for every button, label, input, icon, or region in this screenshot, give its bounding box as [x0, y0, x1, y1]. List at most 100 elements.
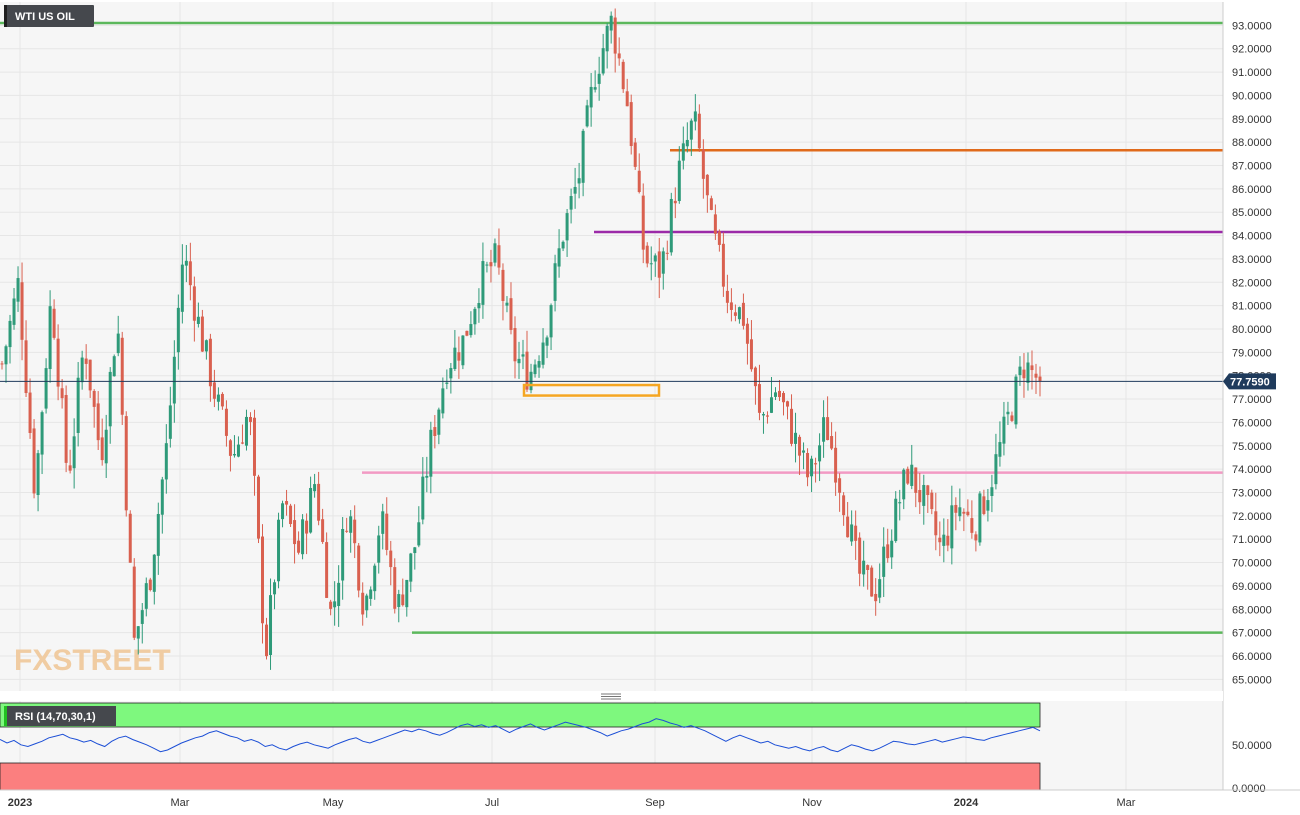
candle-body: [405, 579, 409, 608]
candle-body: [301, 519, 305, 555]
candle-body: [188, 261, 192, 286]
candle-body: [533, 364, 537, 375]
candle-body: [128, 513, 132, 563]
candle-body: [525, 351, 529, 390]
candle-body: [565, 213, 569, 241]
candle-body: [261, 536, 265, 624]
candle-body: [609, 15, 613, 31]
candle-body: [457, 352, 461, 361]
candle-body: [601, 48, 605, 74]
candle-body: [649, 263, 653, 265]
candle-body: [80, 357, 84, 383]
candle-body: [978, 493, 982, 543]
candle-body: [790, 408, 794, 444]
price-tick-label: 68.0000: [1232, 604, 1272, 616]
candle-body: [1038, 376, 1042, 382]
candle-body: [393, 567, 397, 609]
price-tick-label: 86.0000: [1232, 184, 1272, 196]
candle-body: [4, 346, 8, 365]
candle-body: [870, 567, 874, 597]
candle-body: [681, 143, 685, 161]
price-tick-label: 77.0000: [1232, 394, 1272, 406]
candle-body: [1002, 416, 1006, 444]
candle-body: [773, 392, 777, 397]
price-tick-label: 76.0000: [1232, 417, 1272, 429]
candle-body: [60, 388, 64, 399]
candle-body: [745, 323, 749, 344]
rsi-line: [0, 718, 1041, 753]
candle-body: [48, 306, 52, 370]
candle-body: [765, 415, 769, 417]
candle-body: [76, 377, 80, 433]
time-tick-label: Sep: [645, 797, 665, 809]
candle-body: [769, 397, 773, 413]
candle-body: [894, 498, 898, 542]
candle-body: [749, 339, 753, 370]
candle-body: [902, 469, 906, 500]
price-tick-label: 91.0000: [1232, 67, 1272, 79]
time-axis: 2023 Mar May Jul Sep Nov 2024 Mar: [8, 797, 1136, 809]
candle-body: [172, 356, 176, 404]
gridlines: [0, 24, 1223, 680]
candle-body: [922, 484, 926, 506]
time-tick-label: Mar: [1117, 797, 1136, 809]
candle-body: [84, 358, 88, 364]
candle-body: [441, 388, 445, 414]
candle-body: [1010, 415, 1014, 421]
candle-body: [501, 269, 505, 301]
candle-body: [757, 384, 761, 413]
candle-body: [469, 324, 473, 336]
candle-body: [918, 490, 922, 503]
candle-body: [180, 264, 184, 312]
candle-body: [489, 262, 493, 267]
candle-body: [741, 302, 745, 326]
candle-body: [16, 278, 20, 302]
candle-body: [810, 458, 814, 477]
candle-body: [24, 340, 28, 394]
candle-body: [890, 540, 894, 558]
candle-body: [401, 594, 405, 606]
candle-body: [164, 443, 168, 480]
candle-body: [152, 554, 156, 592]
candle-body: [537, 361, 541, 368]
candle-body: [417, 522, 421, 546]
price-tick-label: 89.0000: [1232, 114, 1272, 126]
candle-body: [485, 264, 489, 266]
candle-body: [317, 483, 321, 521]
candle-body: [858, 537, 862, 574]
candle-body: [144, 583, 148, 609]
candle-body: [822, 417, 826, 442]
current-price-label: 77.7590: [1230, 376, 1270, 388]
candle-body: [685, 139, 689, 147]
price-tick-label: 70.0000: [1232, 558, 1272, 570]
candle-body: [493, 243, 497, 263]
candle-body: [224, 408, 228, 436]
candle-body: [733, 312, 737, 316]
candle-body: [886, 544, 890, 559]
candle-body: [88, 359, 92, 391]
candle-body: [192, 286, 196, 321]
candle-body: [453, 347, 457, 370]
candle-body: [573, 186, 577, 194]
candle-body: [930, 492, 934, 510]
candle-body: [846, 516, 850, 538]
time-tick-label: Jul: [485, 797, 499, 809]
candle-body: [196, 316, 200, 324]
candle-body: [517, 358, 521, 364]
candle-body: [252, 417, 256, 476]
candle-body: [112, 356, 116, 377]
candle-body: [818, 445, 822, 462]
candle-body: [0, 363, 4, 365]
candle-body: [240, 442, 244, 444]
candle-body: [8, 320, 12, 348]
price-tick-label: 88.0000: [1232, 137, 1272, 149]
pane-resize-handle[interactable]: [601, 693, 621, 700]
candle-body: [697, 113, 701, 149]
candle-body: [585, 105, 589, 127]
candle-body: [293, 520, 297, 545]
candle-body: [1006, 411, 1010, 415]
price-tick-label: 71.0000: [1232, 534, 1272, 546]
candle-body: [882, 546, 886, 577]
candle-body: [72, 436, 76, 469]
